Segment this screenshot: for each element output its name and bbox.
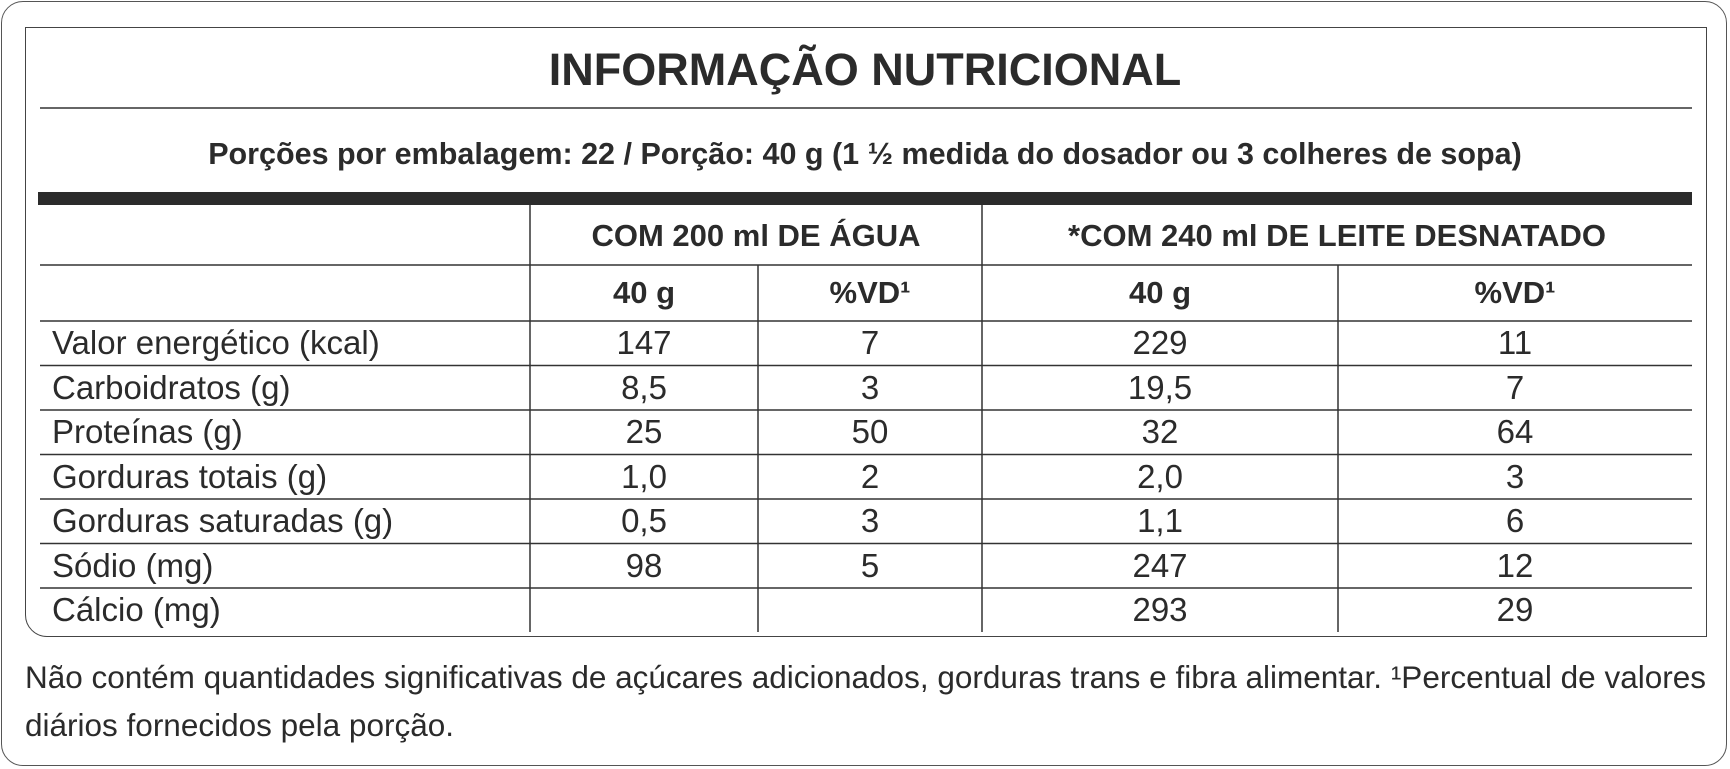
nutrient-value: 0,5 bbox=[621, 502, 667, 539]
table-frame bbox=[25, 27, 1707, 637]
column-header: %VD¹ bbox=[1474, 275, 1556, 310]
thick-bar bbox=[38, 192, 1692, 205]
nutrient-value: 1,0 bbox=[621, 457, 667, 495]
footnote: Não contém quantidades significativas de… bbox=[25, 659, 1706, 743]
column-header: %VD¹ bbox=[829, 275, 911, 310]
nutrient-value: 25 bbox=[625, 413, 663, 450]
nutrient-value: 98 bbox=[625, 546, 663, 584]
nutrient-value: 229 bbox=[1132, 324, 1188, 361]
nutrient-label: Carboidratos (g) bbox=[52, 368, 291, 406]
group-header: COM 200 ml DE ÁGUA bbox=[591, 218, 921, 253]
nutrient-value: 2,0 bbox=[1137, 457, 1183, 495]
nutrient-value: 3 bbox=[1505, 457, 1525, 495]
title: INFORMAÇÃO NUTRICIONAL bbox=[548, 44, 1182, 95]
column-header: 40 g bbox=[1128, 275, 1192, 310]
nutrient-label: Sódio (mg) bbox=[52, 546, 214, 584]
nutrient-value: 11 bbox=[1497, 324, 1533, 361]
nutrient-value: 8,5 bbox=[621, 368, 667, 406]
nutrient-value: 32 bbox=[1141, 413, 1179, 450]
nutrient-value: 19,5 bbox=[1127, 368, 1193, 406]
nutrient-value: 3 bbox=[860, 502, 880, 539]
nutrient-value: 3 bbox=[860, 368, 880, 406]
nutrient-value: 247 bbox=[1132, 546, 1188, 584]
nutrient-value: 29 bbox=[1496, 591, 1534, 628]
nutrient-value: 147 bbox=[616, 324, 672, 361]
nutrient-value: 293 bbox=[1132, 591, 1188, 628]
serving-info: Porções por embalagem: 22 / Porção: 40 g… bbox=[208, 137, 1522, 171]
nutrient-label: Valor energético (kcal) bbox=[52, 324, 380, 361]
nutrient-value: 12 bbox=[1496, 546, 1534, 584]
nutrient-value: 50 bbox=[851, 413, 889, 450]
column-header: 40 g bbox=[612, 275, 676, 310]
nutrient-value: 7 bbox=[860, 324, 880, 361]
nutrient-value: 7 bbox=[1505, 368, 1525, 406]
nutrient-value: 6 bbox=[1505, 502, 1525, 539]
nutrient-value: 1,1 bbox=[1137, 502, 1183, 539]
nutrient-label: Gorduras saturadas (g) bbox=[52, 502, 394, 539]
nutrient-value: 5 bbox=[860, 546, 880, 584]
nutrient-label: Cálcio (mg) bbox=[52, 591, 221, 628]
nutrient-label: Gorduras totais (g) bbox=[52, 457, 328, 495]
nutrient-value: 64 bbox=[1496, 413, 1534, 450]
nutrient-value: 2 bbox=[860, 457, 880, 495]
nutrient-label: Proteínas (g) bbox=[52, 413, 243, 450]
group-header: *COM 240 ml DE LEITE DESNATADO bbox=[1068, 218, 1606, 253]
